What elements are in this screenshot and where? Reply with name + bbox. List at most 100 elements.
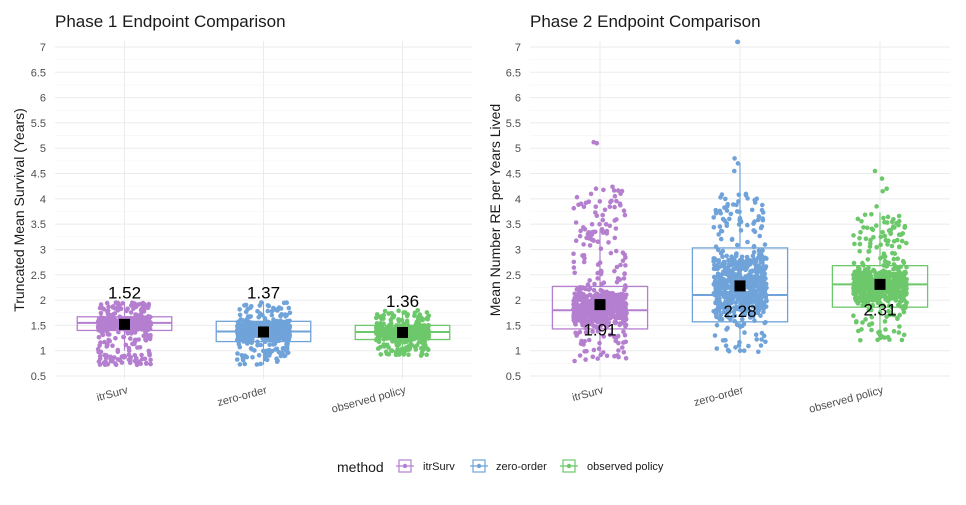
phase2-point-zero-order: [752, 229, 758, 235]
phase2-box-zero-order: 2.28: [691, 39, 789, 355]
phase1-point-observed-policy: [424, 316, 430, 321]
phase1-point-itrsurv: [137, 325, 143, 331]
phase1-point-itrsurv: [97, 353, 103, 359]
phase2-point-observed-policy: [869, 226, 875, 232]
phase1-point-observed-policy: [374, 336, 380, 342]
phase1-point-observed-policy: [407, 326, 412, 331]
phase1-point-zero-order: [285, 341, 290, 346]
phase1-point-itrsurv: [115, 357, 121, 362]
phase1-point-zero-order: [256, 353, 262, 358]
phase2-point-zero-order: [729, 255, 735, 260]
phase2-point-observed-policy: [902, 223, 908, 229]
phase1-mean-label-itrsurv: 1.52: [108, 284, 141, 303]
phase2-point-itrsurv: [621, 208, 627, 213]
phase2-point-zero-order: [726, 314, 731, 320]
phase2-point-observed-policy: [864, 274, 870, 279]
phase2-point-observed-policy: [886, 309, 891, 314]
phase2-point-itrsurv: [597, 221, 602, 227]
phase2-iqr-box-zero-order: [691, 247, 789, 323]
phase1-point-itrsurv: [115, 349, 121, 355]
phase1-point-zero-order: [284, 346, 290, 351]
phase1-point-observed-policy: [381, 342, 387, 347]
phase2-point-itrsurv: [591, 347, 597, 353]
phase2-point-itrsurv: [589, 222, 595, 227]
phase2-point-itrsurv: [595, 270, 600, 276]
phase2-point-itrsurv: [587, 243, 593, 248]
phase1-point-itrsurv: [100, 332, 106, 338]
phase1-point-observed-policy: [414, 343, 420, 348]
phase2-point-itrsurv: [590, 295, 596, 301]
phase2-point-observed-policy: [904, 240, 909, 246]
phase1-point-zero-order: [234, 357, 240, 362]
phase2-point-zero-order: [716, 258, 722, 263]
phase2-point-observed-policy: [882, 219, 887, 225]
phase2-point-zero-order: [720, 338, 726, 343]
phase2-point-zero-order: [759, 224, 765, 229]
phase1-point-zero-order: [237, 307, 242, 312]
phase1-point-zero-order: [282, 353, 288, 358]
phase1-point-observed-policy: [386, 311, 392, 316]
phase1-point-zero-order: [240, 356, 246, 361]
phase1-point-itrsurv: [146, 303, 151, 309]
phase2-point-observed-policy: [874, 223, 879, 228]
phase2-point-zero-order: [738, 218, 743, 224]
phase2-point-observed-policy: [863, 301, 869, 306]
phase2-point-observed-policy: [862, 212, 868, 218]
phase1-point-itrsurv: [105, 362, 111, 367]
phase2-point-observed-policy: [878, 242, 883, 247]
phase1-xtick-label-observed-policy: observed policy: [330, 384, 407, 416]
phase2-point-observed-policy: [858, 229, 863, 235]
phase2-point-zero-order: [717, 296, 722, 301]
phase2-point-itrsurv: [621, 329, 626, 335]
legend: method itrSurv zero-order observed polic…: [337, 459, 664, 475]
phase2-ytick-label: 0.5: [506, 371, 521, 383]
phase1-point-itrsurv: [140, 302, 146, 308]
phase2-ytick-label: 1: [515, 346, 521, 358]
phase2-point-zero-order: [723, 196, 728, 202]
phase2-point-zero-order: [745, 222, 750, 228]
phase2-point-zero-order: [762, 242, 768, 247]
phase2-point-zero-order: [749, 299, 754, 305]
phase1-point-itrsurv: [122, 354, 128, 360]
phase2-point-itrsurv: [578, 290, 584, 296]
phase2-point-itrsurv: [611, 188, 617, 193]
phase2-point-observed-policy: [902, 270, 907, 275]
phase2-point-observed-policy: [900, 231, 906, 236]
phase1-point-observed-policy: [374, 321, 380, 326]
phase2-point-observed-policy: [899, 238, 905, 244]
phase2-point-zero-order: [745, 282, 751, 287]
phase1-point-itrsurv: [138, 361, 143, 367]
phase1-point-zero-order: [237, 344, 243, 350]
phase2-point-zero-order: [725, 325, 730, 331]
phase2-ytick-label: 3.5: [506, 219, 521, 231]
phase2-point-itrsurv: [614, 295, 619, 300]
phase1-point-observed-policy: [424, 352, 430, 358]
phase2-point-itrsurv: [571, 259, 577, 265]
phase2-point-zero-order: [745, 239, 750, 245]
phase1-point-itrsurv: [140, 356, 145, 362]
phase2-point-observed-policy: [883, 237, 889, 243]
phase2-point-zero-order: [743, 290, 748, 296]
phase2-point-itrsurv: [585, 305, 590, 311]
phase2-point-itrsurv: [613, 226, 619, 231]
phase2-point-zero-order: [720, 254, 725, 259]
phase2-point-itrsurv: [620, 295, 625, 301]
phase2-point-itrsurv: [581, 204, 587, 210]
phase2-point-zero-order: [729, 237, 735, 242]
phase1-point-itrsurv: [126, 348, 132, 354]
phase2-point-observed-policy: [885, 260, 890, 265]
phase1-point-observed-policy: [403, 310, 408, 315]
phase2-point-itrsurv: [584, 348, 589, 354]
phase2-ytick-label: 6.5: [506, 67, 521, 79]
phase2-point-observed-policy: [864, 225, 870, 231]
phase2-point-itrsurv: [572, 358, 577, 364]
phase2-point-observed-policy: [861, 225, 866, 230]
phase2-point-observed-policy: [852, 291, 857, 296]
phase2-point-observed-policy: [877, 293, 883, 299]
phase1-point-itrsurv: [143, 337, 148, 342]
phase2-point-zero-order: [728, 295, 734, 301]
phase2-point-zero-order: [748, 269, 754, 275]
phase1-point-zero-order: [249, 332, 255, 337]
phase2-point-zero-order: [760, 202, 765, 208]
phase2-point-zero-order: [754, 337, 759, 342]
